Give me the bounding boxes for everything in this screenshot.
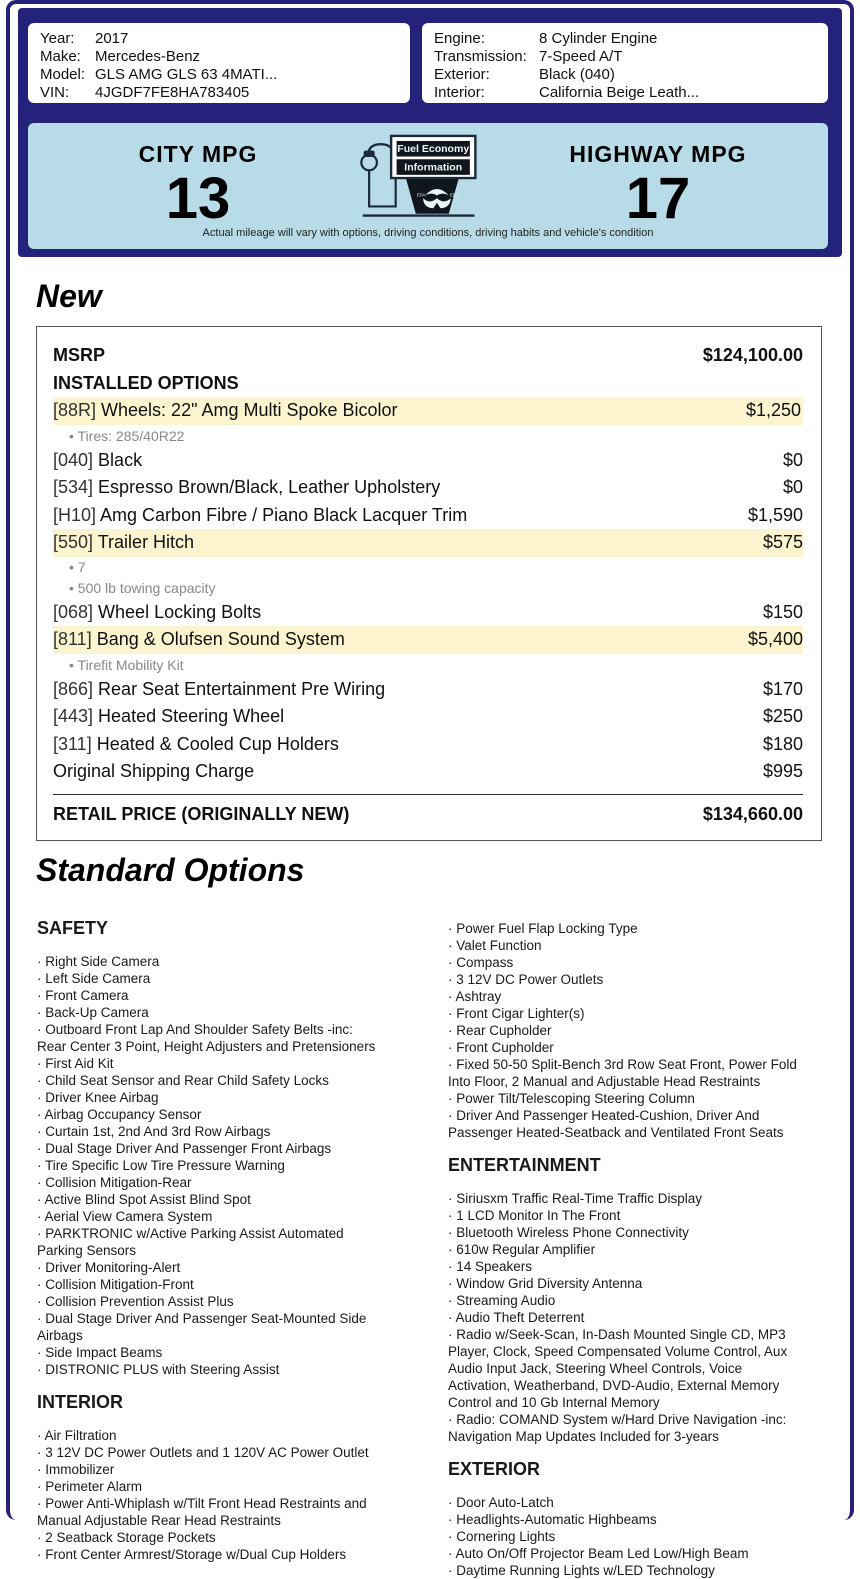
svg-text:Fuel Economy: Fuel Economy	[397, 143, 469, 155]
svg-text:EPA: EPA	[417, 192, 427, 197]
svg-text:Information: Information	[404, 161, 462, 173]
svg-text:EPA: EPA	[450, 192, 460, 197]
